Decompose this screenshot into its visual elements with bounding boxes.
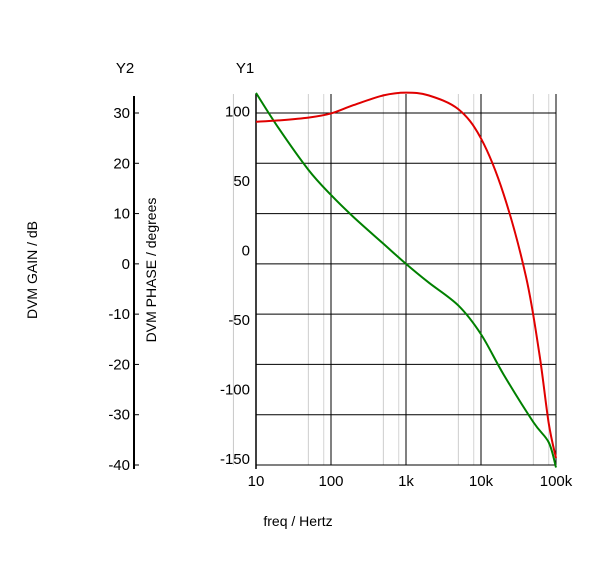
y2-tick-labels: 30 20 10 0 -10 -20 -30 -40	[108, 105, 139, 474]
y2-tick-label: -40	[108, 457, 130, 474]
y2-tick-label: -10	[108, 306, 130, 323]
x-tick-label: 1k	[398, 473, 414, 490]
y2-tick-label: 20	[113, 155, 130, 172]
phase-series-line	[255, 91, 557, 459]
y1-tick-label: -150	[220, 451, 250, 468]
y1-tick-label: 0	[242, 243, 250, 260]
series-layer	[255, 91, 557, 468]
x-tick-label: 100	[318, 473, 343, 490]
y1-axis-label: DVM PHASE / degrees	[143, 198, 159, 343]
x-tick-label: 10	[248, 473, 265, 490]
x-tick-label: 10k	[469, 473, 494, 490]
x-axis-label: freq / Hertz	[263, 513, 332, 529]
x-tick-labels: 10 100 1k 10k 100k	[248, 473, 573, 490]
y2-tick-label: -30	[108, 407, 130, 424]
gain-series-line	[255, 92, 557, 468]
y2-tick-label: 10	[113, 206, 130, 223]
major-gridlines	[256, 94, 557, 465]
y2-axis-label: DVM GAIN / dB	[24, 221, 40, 319]
y1-tick-label: -100	[220, 382, 250, 399]
y1-tick-label: 100	[225, 104, 250, 121]
x-tick-label: 100k	[540, 473, 573, 490]
y1-axis-name: Y1	[236, 60, 254, 77]
y2-axis-name: Y2	[116, 60, 134, 77]
y2-tick-label: 30	[113, 105, 130, 122]
minor-gridlines	[232, 94, 550, 465]
y2-tick-label: -20	[108, 356, 130, 373]
y2-tick-label: 0	[122, 256, 130, 273]
y1-tick-label: 50	[233, 173, 250, 190]
y1-tick-label: -50	[228, 312, 250, 329]
y1-tick-labels: 100 50 0 -50 -100 -150	[220, 104, 250, 468]
